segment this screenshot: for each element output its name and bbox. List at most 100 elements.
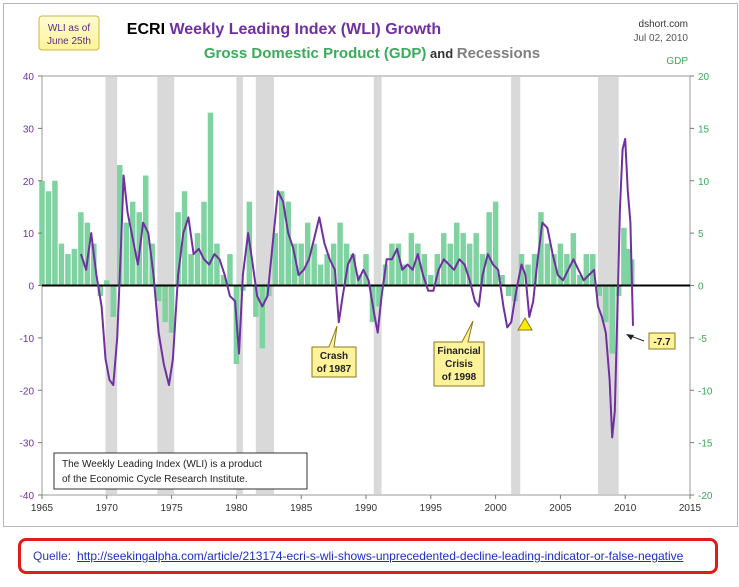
wli-date-badge: WLI as of June 25th <box>38 15 100 51</box>
x-tick-label: 2000 <box>484 503 507 514</box>
y-left-tick-label: 10 <box>23 229 35 240</box>
gdp-bar <box>181 191 188 286</box>
wli-gdp-chart: 1965 1970 1975 1980 1985 1990 1995 2000 2005 2010… <box>20 15 713 514</box>
gdp-bar <box>518 254 525 286</box>
gdp-bar <box>531 254 538 286</box>
gdp-bar <box>330 243 337 286</box>
gdp-bar <box>609 285 615 354</box>
y-left-tick-label: -10 <box>20 334 35 345</box>
crash-1987-callout: Crash of 1987 <box>311 325 357 378</box>
gdp-bar <box>311 243 317 286</box>
gdp-bar <box>65 254 71 286</box>
wli-series-line <box>79 137 634 439</box>
y-left-tick-label: -20 <box>20 386 35 397</box>
y-right-tick-label: -20 <box>698 491 713 502</box>
gdp-bar <box>577 275 583 286</box>
y-right-tick-label: 0 <box>698 282 704 293</box>
y-right-tick-label: 5 <box>698 229 704 240</box>
gdp-bar <box>168 285 175 333</box>
y-left-tick-label: -30 <box>20 439 35 450</box>
gdp-bar <box>78 212 84 286</box>
gdp-bar <box>486 212 492 286</box>
gdp-bar <box>428 275 434 286</box>
note-line-2: of the Economic Cycle Research Institute… <box>62 474 248 485</box>
y-right-tick-label: -5 <box>698 334 707 345</box>
gdp-bar <box>155 285 162 302</box>
gdp-bar <box>324 254 330 286</box>
gdp-bar <box>583 254 590 286</box>
gdp-bar <box>162 285 168 323</box>
gdp-bar <box>389 243 395 286</box>
gdp-bar <box>104 280 110 286</box>
gdp-bar <box>279 191 285 286</box>
gdp-bar <box>453 222 460 286</box>
financial-line-3: of 1998 <box>442 372 477 383</box>
gdp-bar <box>421 254 428 286</box>
gdp-bar <box>188 254 194 286</box>
financial-line-2: Crisis <box>445 359 473 370</box>
gdp-bar <box>175 212 181 286</box>
gdp-bar <box>227 254 233 286</box>
gdp-bar <box>110 285 117 317</box>
gdp-bar <box>538 212 544 286</box>
gdp-bar <box>473 233 479 286</box>
y-left-tick-label: 0 <box>28 282 34 293</box>
badge-line-1: WLI as of <box>48 23 90 34</box>
date-label: Jul 02, 2010 <box>634 33 689 44</box>
source-label-text: Quelle: <box>33 549 72 563</box>
gdp-bar <box>460 233 466 286</box>
gdp-bar <box>207 112 214 286</box>
gdp-bar <box>415 243 421 286</box>
gdp-bar <box>564 254 570 286</box>
y-right-tick-label: -15 <box>698 439 713 450</box>
y-left-tick-label: 20 <box>23 177 35 188</box>
gdp-bar <box>479 254 486 286</box>
gdp-bar <box>376 285 382 307</box>
gdp-bar <box>337 222 343 286</box>
gdp-bar <box>123 222 129 286</box>
gdp-bar <box>621 227 627 286</box>
gdp-bar <box>408 233 415 286</box>
warning-triangle-icon <box>517 317 533 331</box>
crash-line-1: Crash <box>320 351 348 362</box>
gdp-bars <box>39 112 635 365</box>
wli-line <box>79 137 634 439</box>
x-tick-label: 1965 <box>31 503 54 514</box>
gdp-bar <box>551 254 557 286</box>
gdp-bar <box>45 191 52 286</box>
gdp-bar <box>201 201 207 286</box>
gdp-bar <box>58 243 65 286</box>
y-left-tick-label: -40 <box>20 491 35 502</box>
financial-crisis-callout: Financial Crisis of 1998 <box>433 320 485 387</box>
source-bar: Quelle: http://seekingalpha.com/article/… <box>18 538 718 574</box>
financial-line-1: Financial <box>437 346 481 357</box>
gdp-bar <box>596 285 603 296</box>
gdp-bar <box>285 201 291 286</box>
gdp-bar <box>434 254 441 286</box>
gdp-bar <box>91 243 97 286</box>
gdp-bar <box>194 233 201 286</box>
gdp-bar <box>97 285 104 296</box>
source-label: dshort.com <box>639 19 688 30</box>
source-link[interactable]: http://seekingalpha.com/article/213174-e… <box>77 549 684 563</box>
gdp-bar <box>317 264 324 286</box>
badge-line-2: June 25th <box>47 36 91 47</box>
x-tick-label: 1995 <box>420 503 443 514</box>
gdp-bar <box>525 264 531 286</box>
gdp-bar <box>304 222 311 286</box>
gdp-bar <box>272 233 279 286</box>
gdp-bar <box>253 285 259 317</box>
gdp-bar <box>259 285 266 349</box>
x-tick-label: 1975 <box>160 503 183 514</box>
gdp-bar <box>356 275 363 286</box>
crash-line-2: of 1987 <box>317 364 352 375</box>
y-right-tick-label: 10 <box>698 177 710 188</box>
gdp-axis-title: GDP <box>666 56 688 67</box>
chart-title: ECRI Weekly Leading Index (WLI) Growth <box>127 21 441 38</box>
latest-value-text: -7.7 <box>653 337 671 348</box>
gdp-bar <box>52 180 58 286</box>
gdp-bar <box>363 254 369 286</box>
gdp-bar <box>117 165 123 286</box>
latest-value-label: -7.7 <box>626 332 676 350</box>
gdp-bar <box>214 243 220 286</box>
